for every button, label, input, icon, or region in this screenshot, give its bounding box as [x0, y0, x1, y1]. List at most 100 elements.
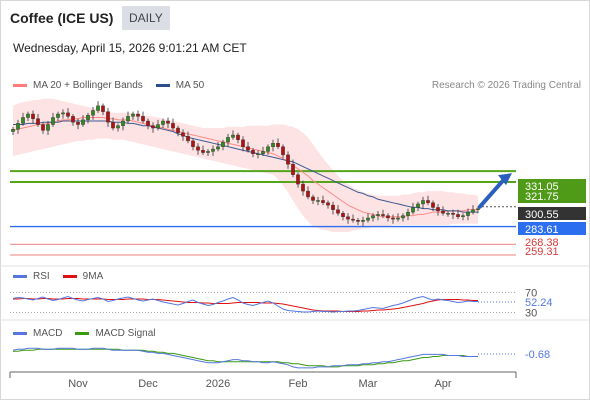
candle-body	[216, 146, 220, 150]
candle-body	[81, 119, 85, 125]
candle-body	[116, 125, 120, 129]
candle-body	[236, 134, 240, 140]
candle-body	[161, 120, 165, 125]
candle-body	[71, 116, 75, 123]
macd-last-value: -0.68	[525, 349, 550, 361]
forecast-arrow-shaft	[478, 175, 508, 209]
candle-body	[146, 120, 150, 126]
main-legend: MA 20 + Bollinger Bands MA 50	[13, 80, 204, 91]
ma50-swatch	[155, 84, 170, 87]
candle-body	[11, 128, 15, 132]
candle-body	[391, 217, 395, 220]
rsi-legend-label: RSI	[33, 271, 50, 282]
report-datetime: Wednesday, April 15, 2026 9:01:21 AM CET	[13, 41, 247, 55]
candle-body	[456, 214, 460, 217]
candle-body	[166, 120, 170, 124]
rsi-tick-label-70: 70	[525, 288, 537, 300]
macd-legend-label: MACD	[33, 328, 63, 339]
candle-body	[326, 202, 330, 206]
price-label-321.75-overlay: 321.75	[525, 191, 559, 203]
candle-body	[431, 202, 435, 208]
candle-body	[401, 215, 405, 219]
candle-body	[121, 120, 125, 126]
candle-body	[51, 117, 55, 125]
price-label-box-300.55	[518, 207, 586, 220]
candle-body	[86, 114, 90, 121]
instrument-title: Coffee (ICE US)	[10, 10, 114, 26]
macd-signal-legend-label: MACD Signal	[95, 328, 156, 339]
candle-body	[446, 213, 450, 215]
rsi-ma9-legend-label: 9MA	[82, 271, 104, 282]
macd-swatch	[13, 332, 27, 335]
candle-body	[316, 200, 320, 202]
candle-body	[171, 123, 175, 129]
rsi-ma9-swatch	[62, 275, 77, 278]
candle-body	[191, 140, 195, 147]
candle-body	[466, 211, 470, 216]
candle-body	[221, 141, 225, 147]
price-label-331.05-overlay: 331.05	[525, 181, 559, 193]
candle-body	[381, 214, 385, 216]
candle-body	[31, 113, 35, 119]
price-label-300.55: 300.55	[525, 209, 559, 221]
candle-body	[311, 196, 315, 201]
candle-body	[256, 153, 260, 155]
candle-body	[441, 210, 445, 214]
x-tick-label-Feb: Feb	[289, 378, 308, 390]
period-tab-daily[interactable]: DAILY	[122, 6, 170, 30]
rsi-line	[12, 295, 478, 313]
rsi-tick-label-30: 30	[525, 308, 537, 320]
copyright-notice: Research © 2026 Trading Central	[431, 80, 581, 91]
candle-body	[106, 111, 110, 123]
candle-body	[16, 123, 20, 130]
macd-line	[12, 347, 478, 369]
candle-body	[246, 146, 250, 151]
candle-body	[66, 112, 70, 117]
candle-body	[46, 124, 50, 131]
candle-body	[426, 200, 430, 203]
candle-body	[336, 209, 340, 214]
candle-body	[356, 220, 360, 222]
forecast-arrow-head	[498, 173, 512, 186]
candle-body	[396, 217, 400, 220]
macd-signal-line	[13, 348, 478, 368]
candle-body	[231, 134, 235, 138]
candle-body	[251, 150, 255, 154]
candle-body	[96, 105, 100, 111]
price-label-283.61: 283.61	[525, 224, 559, 236]
candle-body	[111, 121, 115, 129]
candle-body	[331, 204, 335, 210]
candle-body	[101, 105, 105, 112]
rsi-last-value: 52.24	[525, 297, 553, 309]
candle-body	[21, 117, 25, 124]
candle-body	[296, 174, 300, 185]
bollinger-band-area	[13, 98, 478, 232]
candle-body	[476, 208, 480, 210]
x-tick-label-Nov: Nov	[68, 378, 88, 390]
candle-body	[266, 146, 270, 152]
ma20-swatch	[13, 84, 27, 87]
candle-body	[76, 121, 80, 125]
candle-body	[291, 164, 295, 175]
ma20-line	[12, 117, 478, 218]
candle-body	[321, 200, 325, 203]
candle-body	[371, 215, 375, 219]
candle-body	[201, 150, 205, 153]
candle-body	[351, 218, 355, 221]
candle-body	[206, 151, 210, 153]
candle-body	[126, 116, 130, 122]
candle-body	[156, 124, 160, 129]
candle-body	[461, 215, 465, 217]
candle-body	[136, 113, 140, 117]
candle-body	[286, 154, 290, 165]
candle-body	[151, 125, 155, 129]
candle-body	[41, 124, 45, 131]
candle-body	[211, 148, 215, 152]
rsi-swatch	[13, 275, 27, 278]
ma50-legend-label: MA 50	[175, 80, 205, 91]
price-label-box-283.61	[518, 222, 586, 235]
rsi-legend: RSI 9MA	[13, 271, 103, 282]
candle-body	[276, 143, 280, 147]
price-label-259.31: 259.31	[525, 246, 559, 258]
